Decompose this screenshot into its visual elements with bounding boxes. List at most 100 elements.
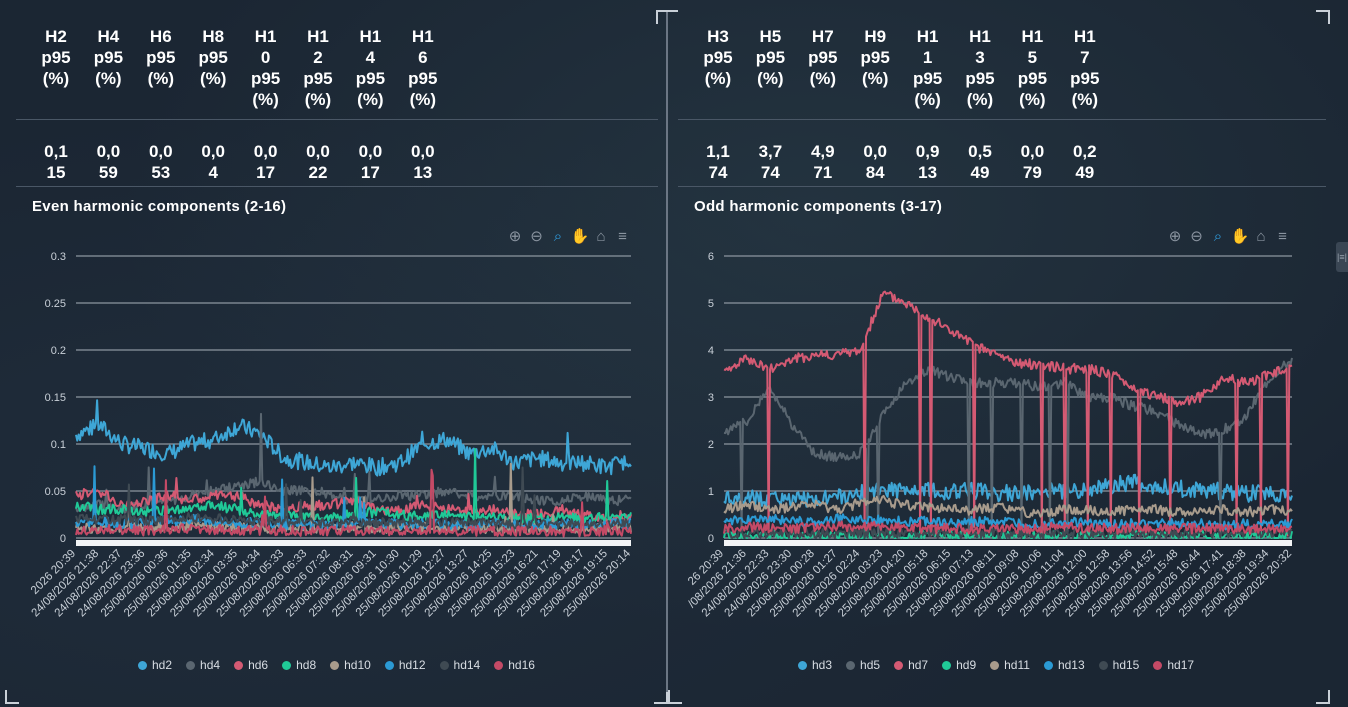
legend-marker — [234, 661, 244, 670]
metric-header-line: (%) — [1019, 90, 1046, 109]
metric-value-line: 0,0 — [358, 142, 383, 161]
metric-header-line: H4 — [97, 27, 120, 46]
zoom-selection-icon[interactable]: ⌕ — [553, 228, 563, 245]
metric-header-line: p95 — [860, 48, 890, 67]
metric-value: 0,1 15 — [30, 141, 82, 183]
legend-item-hd7[interactable]: hd7 — [894, 658, 928, 672]
metric-value-line: 0,1 — [44, 142, 68, 161]
zoom-out-icon[interactable]: ⊖ — [530, 228, 543, 245]
metric-header: H3 p95 (%) — [692, 26, 744, 89]
metric-header-line: H8 — [202, 27, 225, 46]
metric-header: H1 6 p95 (%) — [397, 26, 449, 110]
legend-label: hd7 — [908, 658, 929, 672]
legend-item-hd13[interactable]: hd13 — [1043, 658, 1085, 672]
legend-label: hd17 — [1167, 658, 1195, 672]
metric-header-line: p95 — [250, 69, 281, 88]
legend-item-hd3[interactable]: hd3 — [798, 658, 832, 672]
reset-zoom-home-icon[interactable]: ⌂ — [596, 228, 606, 245]
metric-value-line: 0,0 — [1020, 142, 1045, 161]
metric-header: H4 p95 (%) — [82, 26, 134, 89]
legend-item-hd12[interactable]: hd12 — [384, 658, 426, 672]
metric-header-line: (%) — [42, 69, 70, 88]
legend-marker — [439, 661, 449, 670]
metric-header-line: (%) — [809, 69, 837, 88]
metric-value-line: 74 — [708, 163, 728, 182]
chart-title: Even harmonic components (2-16) — [32, 198, 287, 215]
metric-header-line: 6 — [418, 48, 428, 67]
metric-header-line: H1 — [1021, 27, 1044, 46]
y-tick-label: 0.25 — [45, 298, 66, 310]
p95-metrics-table: H2 p95 (%) 0,1 15 H4 p95 (%) 0,0 59 H6 p95 (%) 0,0 53 H… — [16, 26, 660, 186]
metric-header-line: H1 — [411, 27, 434, 46]
series-line-hd15 — [723, 527, 1293, 539]
legend-item-hd15[interactable]: hd15 — [1098, 658, 1139, 672]
zoom-out-icon[interactable]: ⊖ — [1190, 228, 1203, 245]
metric-value-line: 15 — [46, 163, 66, 182]
side-panel-toggle[interactable]: |≡| — [1336, 242, 1348, 272]
metric-value: 0,0 79 — [1006, 141, 1058, 183]
metric-header-line: p95 — [965, 69, 995, 88]
legend-marker — [330, 661, 340, 670]
legend-item-hd9[interactable]: hd9 — [942, 658, 976, 672]
metric-value-line: 49 — [1075, 163, 1095, 182]
y-tick-label: 2 — [708, 439, 714, 451]
metric-value-line: 74 — [760, 163, 780, 182]
zoom-in-icon[interactable]: ⊕ — [508, 228, 522, 245]
zoom-in-icon[interactable]: ⊕ — [1168, 228, 1182, 245]
metric-header-line: H9 — [864, 27, 887, 46]
legend-item-hd10[interactable]: hd10 — [330, 658, 371, 672]
metric-header-line: 3 — [975, 48, 985, 67]
zoom-selection-icon[interactable]: ⌕ — [1213, 228, 1223, 245]
metric-header-line: p95 — [355, 69, 386, 88]
legend-item-hd2[interactable]: hd2 — [138, 658, 172, 672]
metric-header-line: H1 — [254, 27, 277, 46]
frame-corner-tr — [1316, 10, 1330, 24]
metric-value-line: 3,7 — [758, 142, 783, 161]
metric-header-line: H1 — [1073, 27, 1096, 46]
frame-corner-bm-right — [668, 690, 682, 704]
metric-header-line: p95 — [408, 69, 438, 88]
legend-label: hd10 — [344, 658, 371, 672]
legend-item-hd4[interactable]: hd4 — [186, 658, 220, 672]
metric-value-line: 0,5 — [968, 142, 992, 161]
metric-value: 0,0 22 — [292, 141, 344, 183]
legend-marker — [846, 661, 856, 670]
metric-value: 3,7 74 — [744, 141, 796, 183]
legend-label: hd4 — [200, 658, 221, 672]
metric-header-line: (%) — [357, 90, 384, 109]
menu-icon[interactable]: ≡ — [618, 228, 627, 245]
metric-value-line: 0,0 — [201, 142, 225, 161]
legend-item-hd8[interactable]: hd8 — [282, 658, 316, 672]
series-line-hd16 — [75, 468, 632, 538]
reset-zoom-home-icon[interactable]: ⌂ — [1256, 228, 1266, 245]
frame-corner-bm-left — [654, 690, 668, 704]
pan-icon[interactable]: ✋ — [1230, 228, 1250, 245]
metric-header-line: 7 — [1080, 48, 1090, 67]
metric-value-line: 13 — [413, 163, 433, 182]
metric-value: 0,0 4 — [187, 141, 239, 183]
legend-item-hd11[interactable]: hd11 — [990, 658, 1030, 672]
legend-item-hd5[interactable]: hd5 — [846, 658, 880, 672]
legend-item-hd6[interactable]: hd6 — [234, 658, 268, 672]
menu-icon[interactable]: ≡ — [1278, 228, 1287, 245]
legend-item-hd14[interactable]: hd14 — [439, 658, 480, 672]
metric-header: H2 p95 (%) — [30, 26, 82, 89]
metric-header-line: H1 — [307, 27, 329, 46]
odd-harmonics-panel: H3 p95 (%) 1,1 74 H5 p95 (%) 3,7 74 H7 p95 (%) 4,9 71 H… — [670, 12, 1328, 692]
legend-item-hd16[interactable]: hd16 — [494, 658, 535, 672]
metric-header-line: p95 — [912, 69, 943, 88]
p95-metrics-table: H3 p95 (%) 1,1 74 H5 p95 (%) 3,7 74 H7 p95 (%) 4,9 71 H… — [678, 26, 1328, 186]
y-tick-label: 0 — [708, 533, 714, 545]
series-line-hd3 — [723, 473, 1293, 509]
series-line-hd7 — [723, 290, 1293, 537]
legend-marker — [384, 661, 394, 670]
metric-value: 1,1 74 — [692, 141, 744, 183]
legend-label: hd8 — [296, 658, 317, 672]
table-separator — [678, 119, 1326, 120]
metric-value-line: 4 — [208, 163, 218, 182]
legend-item-hd17[interactable]: hd17 — [1153, 658, 1194, 672]
pan-icon[interactable]: ✋ — [570, 228, 590, 245]
legend-label: hd12 — [398, 658, 426, 672]
metric-header-line: 2 — [313, 48, 323, 67]
